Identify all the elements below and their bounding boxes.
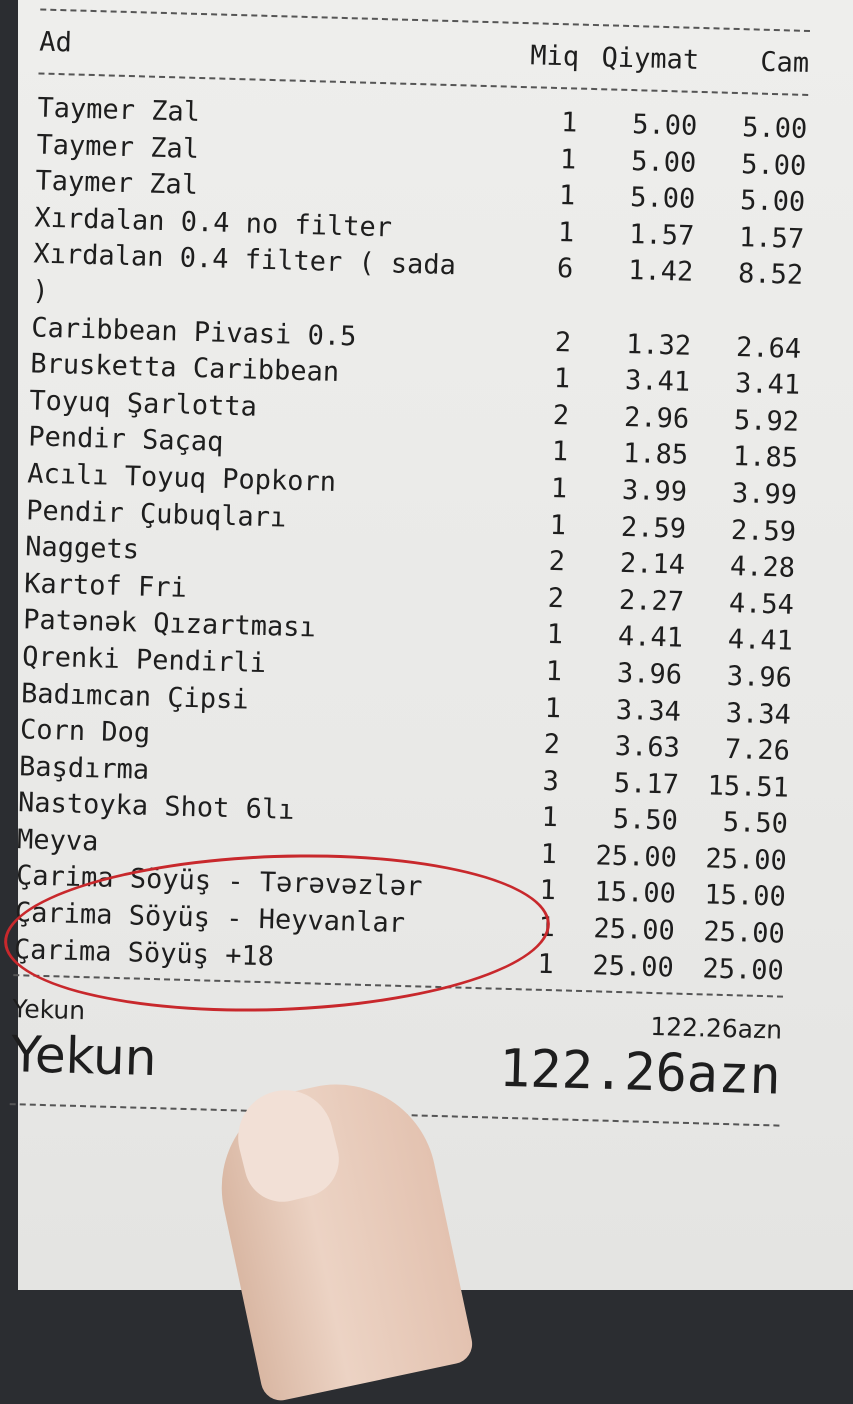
total-value-small: 122.26azn	[649, 1012, 783, 1045]
item-price: 3.96	[616, 657, 683, 691]
item-total: 4.54	[728, 587, 795, 621]
item-qty: 1	[553, 363, 571, 395]
item-total: 5.00	[741, 112, 808, 145]
item-qty: 1	[544, 692, 562, 724]
item-total: 4.28	[729, 551, 796, 584]
item-price: 5.17	[613, 767, 680, 801]
item-qty	[522, 287, 573, 325]
item-qty: 2	[547, 582, 565, 615]
header-name: Ad	[38, 25, 73, 58]
item-total: 4.41	[727, 624, 794, 658]
item-total: 1.57	[738, 221, 805, 255]
item-price: 1.42	[627, 255, 694, 289]
item-total: 3.96	[726, 660, 793, 694]
item-price: 5.00	[631, 109, 698, 142]
item-list: Taymer Zal 1 5.00 5.00 Taymer Zal 1 5.00 5.00 Ta…	[13, 90, 808, 989]
item-qty: 2	[548, 546, 566, 578]
item-qty: 1	[559, 143, 577, 176]
item-total: 3.34	[725, 697, 792, 731]
item-total: 25.00	[703, 916, 786, 950]
item-qty: 1	[540, 838, 558, 871]
item-price: 2.14	[619, 548, 686, 581]
item-price: 1.32	[625, 328, 692, 362]
item-total: 2.64	[735, 331, 802, 365]
item-price: 2.27	[618, 584, 685, 618]
item-price: 2.96	[623, 401, 690, 435]
header-total: Cam	[759, 46, 810, 79]
total-value-big: 122.26azn	[498, 1038, 782, 1107]
item-price: 2.59	[620, 511, 687, 545]
item-price: 5.00	[630, 145, 697, 179]
item-qty: 6	[556, 253, 574, 285]
item-price: 4.41	[617, 621, 684, 654]
item-price: 3.63	[614, 730, 681, 764]
item-price: 3.34	[615, 694, 682, 728]
total-label-small: Yekun	[11, 994, 86, 1026]
item-total	[692, 292, 803, 332]
receipt-paper	[18, 0, 853, 1290]
item-qty: 1	[545, 655, 563, 688]
item-total: 5.92	[733, 404, 800, 438]
item-total: 7.26	[724, 734, 791, 767]
item-total: 5.50	[722, 807, 789, 840]
item-price: 25.00	[595, 840, 678, 874]
item-qty: 1	[551, 436, 569, 468]
item-price: 25.00	[593, 913, 676, 947]
item-price: 1.57	[628, 218, 695, 252]
item-total: 25.00	[705, 843, 788, 877]
item-price: 15.00	[594, 876, 677, 911]
item-qty: 1	[557, 216, 575, 249]
item-total: 15.51	[707, 770, 790, 804]
item-price: 5.00	[629, 182, 696, 216]
item-qty: 1	[550, 472, 568, 505]
item-qty: 2	[554, 326, 572, 359]
item-total: 1.85	[732, 441, 799, 475]
item-total: 5.00	[740, 148, 807, 182]
item-total: 25.00	[702, 953, 785, 987]
item-qty: 1	[546, 619, 564, 651]
item-qty: 3	[542, 765, 560, 797]
item-price: 5.50	[612, 804, 679, 837]
item-total: 3.41	[734, 368, 801, 402]
item-price: 25.00	[592, 949, 675, 984]
item-price: 3.99	[621, 474, 688, 508]
header-price: Qiymat	[601, 41, 700, 76]
item-price	[572, 288, 693, 328]
item-total: 2.59	[730, 514, 797, 548]
item-total: 5.00	[739, 185, 806, 219]
item-total: 3.99	[731, 477, 798, 511]
header-qty: Miq	[529, 39, 580, 73]
item-qty: 2	[552, 399, 570, 432]
total-label-big: Yekun	[10, 1025, 158, 1088]
item-qty: 1	[558, 180, 576, 212]
item-total: 8.52	[737, 258, 804, 292]
item-total: 15.00	[704, 879, 787, 914]
item-qty: 1	[541, 802, 559, 834]
item-price: 3.41	[624, 365, 691, 398]
item-qty: 2	[543, 728, 561, 761]
item-qty: 1	[560, 107, 578, 139]
item-price: 1.85	[622, 438, 689, 472]
item-qty: 1	[549, 509, 567, 541]
